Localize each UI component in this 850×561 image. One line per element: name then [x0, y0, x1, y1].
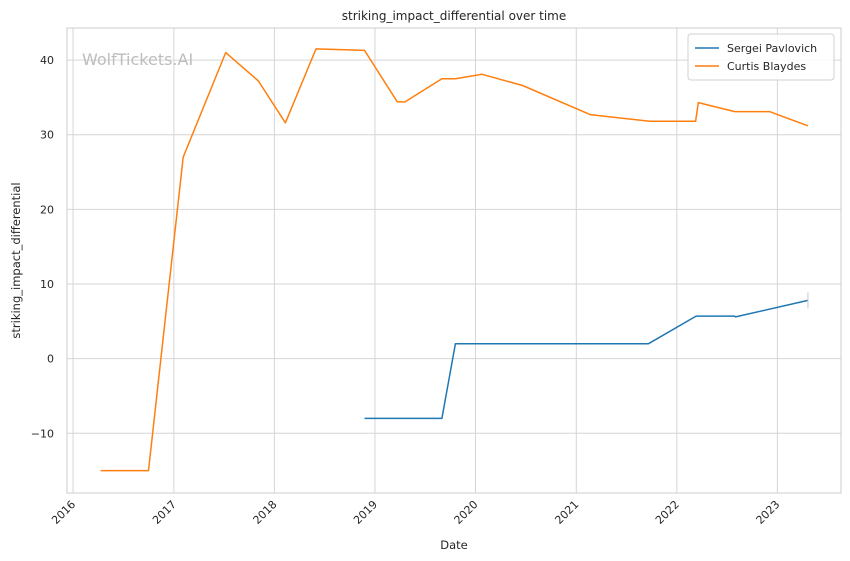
series-line-sergei-pavlovich	[364, 299, 809, 420]
y-tick-label: 20	[40, 203, 54, 216]
grid-layer	[67, 28, 841, 493]
watermark-text: WolfTickets.AI	[82, 50, 193, 69]
legend-entry-label: Curtis Blaydes	[727, 60, 806, 73]
y-tick-label: 30	[40, 129, 54, 142]
series-layer	[100, 48, 809, 472]
y-tick-label: 0	[47, 353, 54, 366]
chart-title: striking_impact_differential over time	[342, 9, 567, 23]
y-axis-label: striking_impact_differential	[9, 182, 23, 338]
y-tick-label: −10	[31, 427, 54, 440]
x-axis-label: Date	[440, 538, 468, 552]
y-tick-label: 10	[40, 278, 54, 291]
legend: Sergei Pavlovich Curtis Blaydes	[687, 33, 835, 81]
plot-area-frame	[66, 27, 842, 494]
legend-box	[687, 33, 835, 81]
legend-entry-label: Sergei Pavlovich	[727, 42, 817, 55]
y-tick-label: 40	[40, 54, 54, 67]
series-line-curtis-blaydes	[100, 48, 809, 472]
